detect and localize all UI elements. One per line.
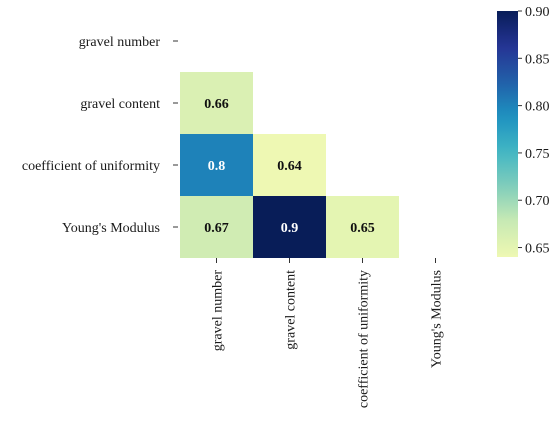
- colorbar-tick-label-4: 0.70: [525, 194, 550, 209]
- cell-value-2-1: 0.64: [277, 159, 302, 174]
- x-tick-label-3: Young's Modulus: [430, 270, 445, 368]
- colorbar-tick-label-3: 0.75: [525, 147, 550, 162]
- x-tick-label-1: gravel content: [284, 270, 299, 350]
- colorbar-tick-label-2: 0.80: [525, 100, 550, 115]
- cell-1-0: [180, 72, 253, 134]
- heatmap-cells: 0.66 0.8 0.64 0.67 0.9 0.65: [180, 72, 399, 258]
- colorbar-tick-label-1: 0.85: [525, 52, 550, 67]
- cell-value-1-0: 0.66: [204, 97, 229, 112]
- cell-value-3-0: 0.67: [204, 221, 229, 236]
- y-tick-label-0: gravel number: [79, 35, 161, 50]
- cell-value-3-2: 0.65: [350, 221, 375, 236]
- x-tick-label-2: coefficient of uniformity: [357, 270, 372, 408]
- colorbar-gradient: [497, 11, 518, 257]
- cell-3-0: [180, 196, 253, 258]
- cell-2-0: [180, 134, 253, 196]
- cell-3-1: [253, 196, 326, 258]
- cell-value-2-0: 0.8: [208, 159, 226, 174]
- cell-3-2: [326, 196, 399, 258]
- colorbar-tick-label-5: 0.65: [525, 242, 550, 257]
- y-tick-label-3: Young's Modulus: [62, 221, 160, 236]
- x-tick-label-0: gravel number: [211, 270, 226, 352]
- y-axis-labels: gravel number gravel content coefficient o…: [22, 35, 178, 236]
- cell-value-3-1: 0.9: [281, 221, 299, 236]
- colorbar-tick-label-0: 0.90: [525, 5, 550, 20]
- y-tick-label-2: coefficient of uniformity: [22, 159, 160, 174]
- x-axis-labels: gravel number gravel content coefficient o…: [211, 258, 445, 408]
- y-tick-label-1: gravel content: [80, 97, 160, 112]
- cell-2-1: [253, 134, 326, 196]
- colorbar: 0.90 0.85 0.80 0.75 0.70 0.65: [497, 5, 550, 257]
